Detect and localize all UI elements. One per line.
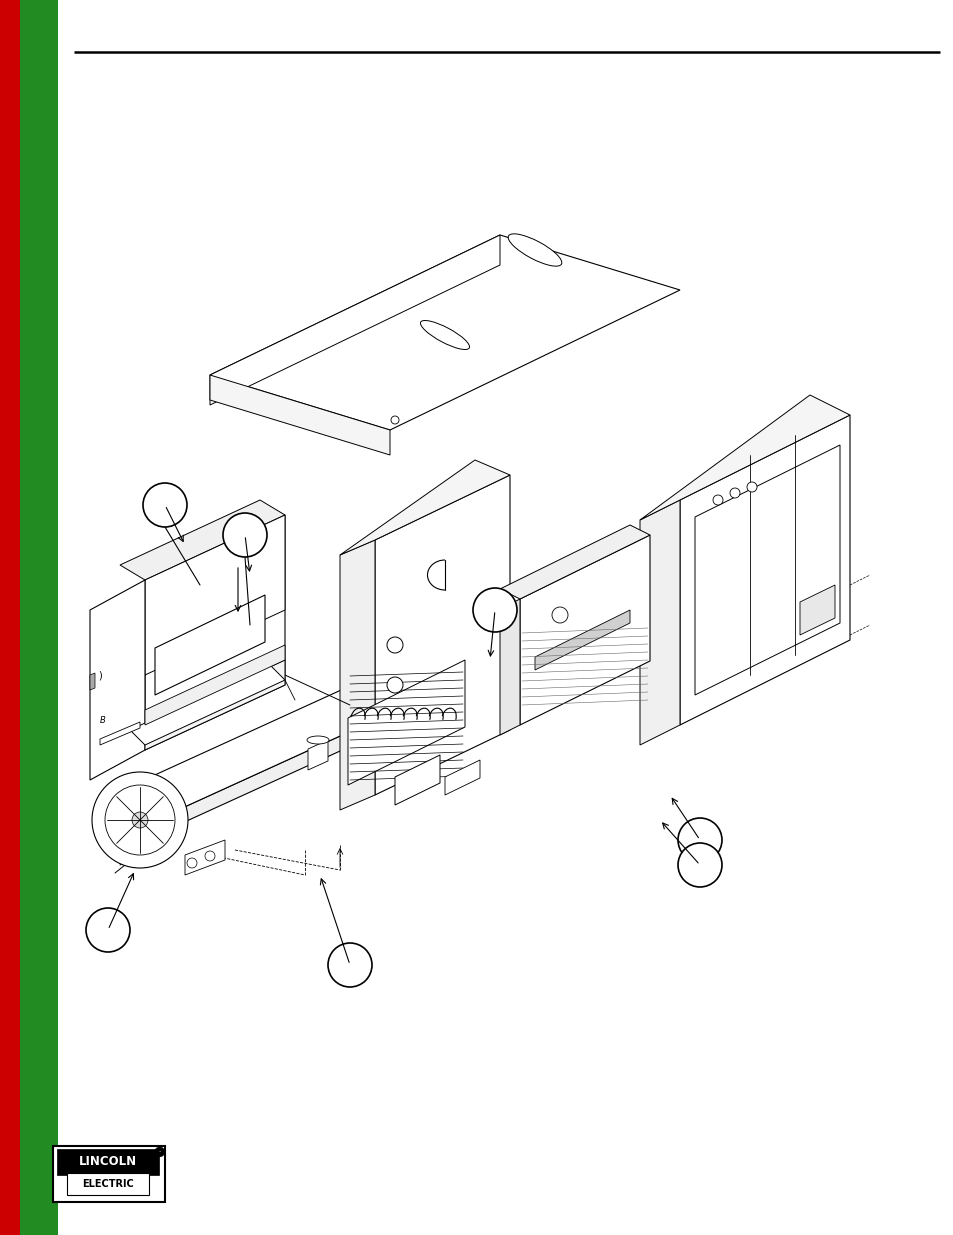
Bar (20, 0, 58, 1235)
Circle shape (387, 677, 402, 693)
Polygon shape (348, 659, 464, 785)
Ellipse shape (307, 736, 329, 743)
FancyBboxPatch shape (56, 1149, 158, 1174)
Circle shape (678, 818, 721, 862)
Circle shape (678, 844, 721, 887)
Circle shape (391, 416, 398, 424)
Polygon shape (679, 415, 849, 725)
Circle shape (746, 482, 757, 492)
Polygon shape (154, 595, 265, 695)
Circle shape (552, 606, 567, 622)
Polygon shape (145, 659, 285, 750)
Text: B: B (100, 716, 106, 725)
Ellipse shape (508, 233, 561, 267)
Circle shape (132, 811, 148, 827)
Circle shape (143, 483, 187, 527)
Polygon shape (210, 375, 390, 454)
Polygon shape (210, 235, 499, 405)
Circle shape (205, 851, 214, 861)
Polygon shape (695, 445, 840, 695)
Polygon shape (90, 673, 95, 690)
Polygon shape (145, 564, 714, 840)
FancyBboxPatch shape (52, 1146, 165, 1202)
Polygon shape (120, 500, 285, 580)
Circle shape (86, 908, 130, 952)
Polygon shape (210, 235, 679, 430)
Polygon shape (145, 645, 285, 725)
Polygon shape (145, 515, 285, 750)
Text: LINCOLN: LINCOLN (78, 1156, 136, 1168)
Polygon shape (639, 500, 679, 745)
Polygon shape (375, 475, 510, 795)
Polygon shape (535, 610, 629, 671)
Circle shape (387, 637, 402, 653)
Circle shape (154, 1147, 165, 1157)
Circle shape (223, 513, 267, 557)
Circle shape (91, 772, 188, 868)
Polygon shape (669, 540, 714, 580)
Circle shape (729, 488, 740, 498)
Circle shape (328, 944, 372, 987)
Ellipse shape (420, 321, 469, 350)
Polygon shape (100, 540, 714, 825)
Polygon shape (499, 599, 519, 735)
Polygon shape (639, 395, 849, 520)
Circle shape (473, 588, 517, 632)
Polygon shape (100, 722, 140, 745)
Circle shape (187, 858, 196, 868)
Bar (0, 0, 20, 1235)
Text: ·: · (158, 1149, 161, 1155)
Polygon shape (130, 664, 285, 745)
Circle shape (105, 785, 174, 855)
Polygon shape (395, 755, 439, 805)
Polygon shape (145, 515, 285, 676)
Polygon shape (308, 740, 328, 769)
Polygon shape (519, 535, 649, 725)
Circle shape (712, 495, 722, 505)
Polygon shape (339, 540, 375, 810)
Polygon shape (90, 580, 145, 781)
Polygon shape (800, 585, 834, 635)
Polygon shape (444, 760, 479, 795)
Text: ELECTRIC: ELECTRIC (82, 1179, 133, 1189)
Polygon shape (339, 459, 510, 555)
FancyBboxPatch shape (67, 1173, 149, 1195)
Polygon shape (185, 840, 225, 876)
Text: ): ) (98, 671, 102, 680)
Polygon shape (499, 525, 649, 599)
